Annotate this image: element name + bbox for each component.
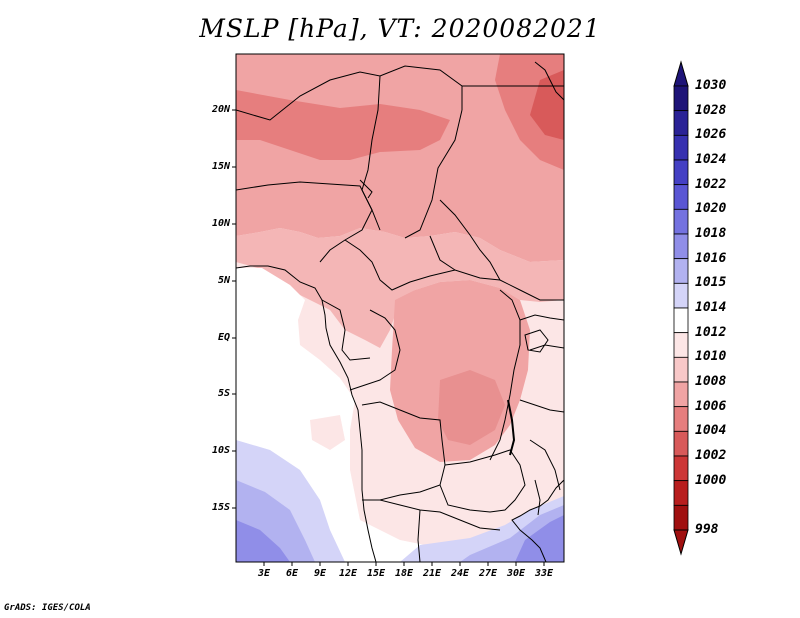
colorbar-label: 1006: [695, 398, 727, 414]
colorbar-segment: [673, 455, 689, 482]
lon-label: 15E: [366, 568, 386, 579]
colorbar-segment: [673, 258, 689, 284]
lat-ticks: [232, 109, 236, 509]
lake-malawi: [534, 479, 541, 516]
field-1014-atlantic: [236, 268, 564, 562]
lon-ticks: [263, 562, 545, 566]
border-gabon: [321, 299, 371, 361]
colorbar-segment: [673, 356, 689, 383]
field-1004-northeast: [530, 70, 564, 140]
border-north-2: [404, 109, 463, 239]
map-title: MSLP [hPa], VT: 2020082021: [199, 14, 601, 43]
colorbar-label: 1015: [695, 275, 727, 291]
colorbar-label: 1008: [695, 374, 727, 389]
colorbar-segment: [673, 332, 689, 358]
lake-chad: [359, 179, 373, 199]
lon-label: 3E: [257, 568, 271, 579]
field-1006-north: [236, 90, 450, 160]
colorbar-segment: [673, 480, 689, 506]
colorbar-label: 1018: [695, 226, 727, 241]
field-1012-patch: [310, 415, 345, 450]
colorbar-label: 1024: [695, 152, 727, 167]
lat-label: 5S: [217, 388, 230, 399]
lat-label: 10S: [211, 445, 230, 456]
lat-label: EQ: [217, 332, 230, 343]
colorbar-label: 1000: [695, 472, 727, 488]
footer-credit: GrADS: IGES/COLA: [4, 603, 91, 613]
colorbar-label: 1030: [695, 78, 727, 93]
colorbar-label: 1022: [695, 176, 727, 192]
colorbar-label: 1028: [695, 102, 727, 118]
border-central-1: [344, 239, 564, 301]
lat-label: 10N: [211, 218, 230, 229]
pressure-field: [236, 54, 564, 562]
coastline-east: [511, 479, 564, 562]
lon-label: 18E: [394, 568, 414, 579]
colorbar-label: 1004: [695, 423, 727, 439]
lon-label: 6E: [285, 568, 299, 579]
lon-label: 9E: [313, 568, 327, 579]
map-frame: [235, 53, 565, 563]
colorbar-segment: [673, 282, 689, 309]
border-east-1: [519, 314, 564, 321]
colorbar: [673, 60, 689, 556]
lat-label: 15S: [211, 502, 230, 513]
colorbar-bottom-arrow: [673, 529, 689, 556]
colorbar-segment: [673, 381, 689, 408]
colorbar-top-arrow: [673, 60, 689, 87]
colorbar-segment: [673, 208, 689, 235]
colorbar-label: 998: [695, 522, 719, 537]
border-zambia: [439, 449, 526, 513]
colorbar-label: 1026: [695, 127, 727, 143]
colorbar-label: 1014: [695, 300, 727, 315]
colorbar-label: 1016: [695, 250, 727, 266]
border-sahel: [236, 181, 373, 263]
lake-victoria: [524, 329, 549, 353]
colorbar-segment: [673, 504, 689, 531]
field-1010-central: [236, 228, 564, 348]
field-1018-south: [236, 520, 290, 562]
field-1006-basin: [438, 370, 505, 445]
lon-label: 24E: [450, 568, 470, 579]
lon-label: 33E: [534, 568, 554, 579]
colorbar-label: 1002: [695, 448, 727, 463]
border-central-2: [429, 235, 456, 271]
border-congo: [349, 309, 401, 391]
colorbar-segment: [673, 307, 689, 334]
colorbar-segment: [673, 85, 689, 112]
border-east-3: [519, 399, 564, 413]
lon-label: 27E: [478, 568, 498, 579]
lake-tanganyika: [507, 399, 516, 456]
colorbar-segment: [673, 159, 689, 186]
colorbar-segment: [673, 406, 689, 432]
border-angola: [361, 401, 446, 501]
colorbar-label: 1020: [695, 201, 727, 217]
colorbar-segment: [673, 134, 689, 161]
border-namibia: [362, 499, 501, 531]
colorbar-segment: [673, 233, 689, 260]
border-central-3: [439, 199, 501, 281]
border-mozambique: [529, 439, 561, 491]
border-drc-east: [489, 289, 521, 461]
country-borders: [236, 61, 564, 562]
lon-label: 30E: [506, 568, 526, 579]
colorbar-label: 1010: [695, 349, 727, 365]
lat-label: 15N: [211, 161, 230, 172]
lon-label: 12E: [338, 568, 358, 579]
lat-label: 5N: [217, 275, 230, 286]
border-north-1: [236, 65, 463, 121]
lon-label: 21E: [422, 568, 442, 579]
colorbar-segment: [673, 184, 689, 210]
red-sea-coast: [534, 61, 564, 101]
colorbar-segment: [673, 110, 689, 136]
colorbar-segment: [673, 430, 689, 457]
colorbar-label: 1012: [695, 324, 727, 340]
border-south: [417, 509, 421, 562]
lat-label: 20N: [211, 104, 230, 115]
field-1018-southeast: [515, 515, 564, 562]
